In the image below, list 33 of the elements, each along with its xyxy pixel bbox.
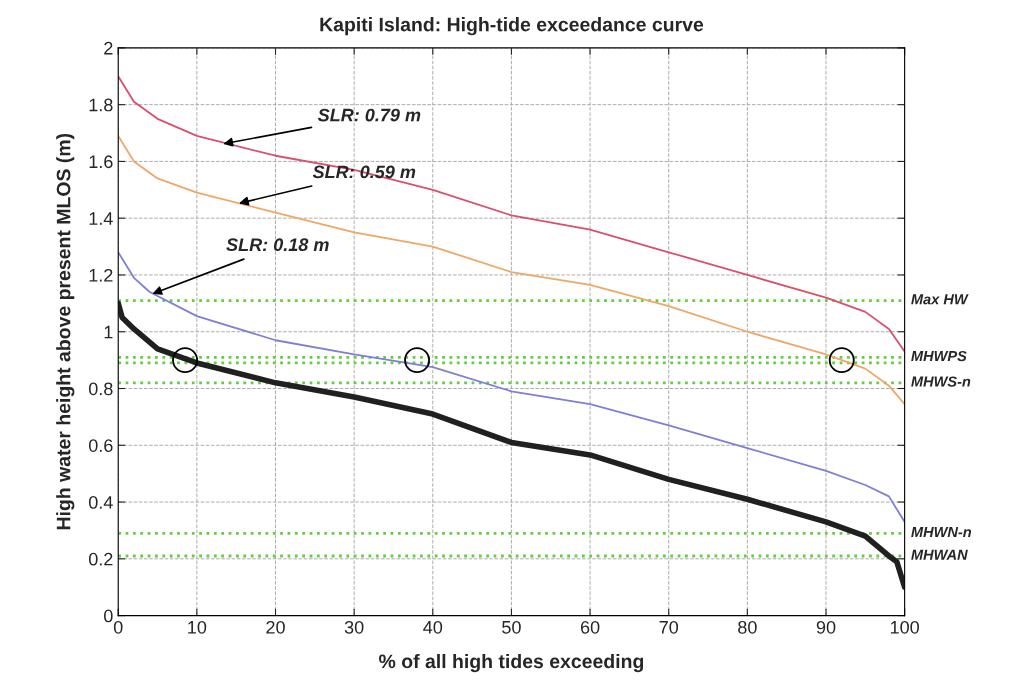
y-tick-label: 1.2 (89, 268, 113, 282)
y-tick-label: 0 (104, 609, 113, 623)
chart-title: Kapiti Island: High-tide exceedance curve (320, 17, 704, 36)
ref-line-label: Max HW (911, 294, 969, 305)
x-tick-label: 20 (266, 620, 285, 634)
ref-line-label: MHWAN (911, 549, 968, 560)
x-tick-label: 40 (423, 620, 443, 634)
x-tick-label: 30 (344, 620, 364, 634)
y-axis-title: High water height above present MLOS (m) (56, 133, 75, 530)
ref-line-label: MHWS-n (911, 376, 971, 387)
x-axis-title: % of all high tides exceeding (379, 653, 644, 673)
annotation: SLR: 0.79 m (317, 108, 421, 122)
x-tick-label: 70 (659, 620, 679, 634)
x-tick-label: 60 (580, 620, 600, 634)
x-tick-label: 90 (816, 620, 836, 634)
y-tick-label: 0.8 (88, 382, 113, 396)
y-tick-label: 2 (104, 41, 113, 55)
x-tick-label: 10 (188, 620, 207, 634)
y-tick-label: 1.6 (89, 155, 113, 169)
y-tick-label: 1 (104, 325, 113, 339)
annotation: SLR: 0.59 m (312, 165, 416, 179)
x-tick-label: 100 (890, 620, 919, 634)
y-tick-label: 0.2 (88, 552, 113, 566)
y-tick-label: 1.4 (89, 212, 113, 225)
y-tick-label: 0.6 (88, 439, 113, 452)
y-tick-label: 0.4 (88, 495, 113, 509)
x-tick-label: 0 (113, 620, 123, 634)
annotation: SLR: 0.18 m (226, 238, 329, 252)
y-tick-label: 1.8 (89, 98, 113, 112)
ref-line-label: MHWN-n (911, 527, 972, 538)
x-tick-label: 80 (738, 620, 757, 634)
x-tick-label: 50 (502, 620, 521, 634)
ref-line-label: MHWPS (911, 350, 967, 362)
